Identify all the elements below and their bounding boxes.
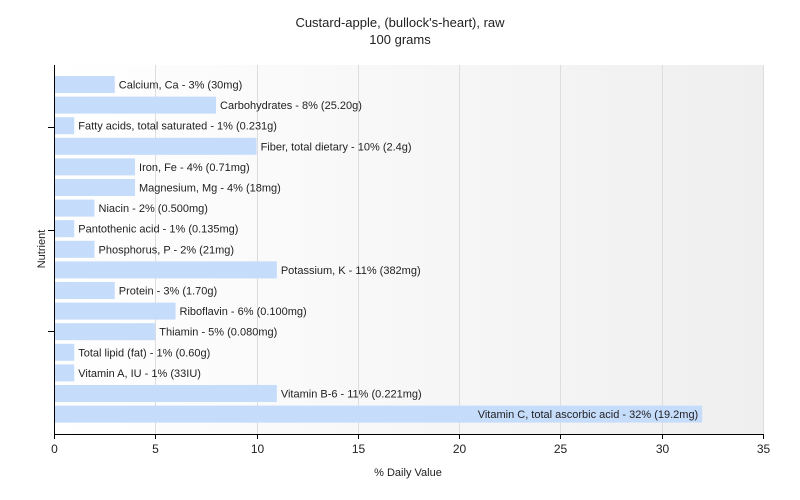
x-tick-label-5: 25	[554, 442, 568, 456]
bar-label-13: Total lipid (fat) - 1% (0.60g)	[78, 347, 210, 359]
x-axis-title: % Daily Value	[374, 467, 442, 479]
bar-label-1: Carbohydrates - 8% (25.20g)	[220, 100, 362, 112]
bar-11	[55, 302, 176, 320]
bar-15	[55, 385, 277, 402]
x-tick-label-1: 5	[152, 442, 159, 456]
bar-label-2: Fatty acids, total saturated - 1% (0.231…	[78, 121, 277, 133]
x-tick-label-3: 15	[352, 442, 366, 456]
chart-title: Custard-apple, (bullock's-heart), raw	[295, 15, 505, 30]
x-tick-label-4: 20	[453, 442, 467, 456]
bar-label-6: Niacin - 2% (0.500mg)	[99, 203, 208, 215]
chart-subtitle: 100 grams	[369, 32, 431, 47]
bar-16	[55, 405, 703, 423]
plot-area	[54, 65, 763, 434]
bar-label-0: Calcium, Ca - 3% (30mg)	[119, 80, 242, 92]
bar-8	[55, 240, 95, 258]
x-tick-label-7: 35	[757, 442, 771, 456]
bar-label-15: Vitamin B-6 - 11% (0.221mg)	[281, 389, 422, 401]
bars	[55, 76, 703, 423]
x-tick-label-2: 10	[251, 442, 265, 456]
bar-12	[55, 323, 156, 341]
x-tick-label-6: 30	[656, 442, 670, 456]
bar-label-7: Pantothenic acid - 1% (0.135mg)	[78, 224, 238, 236]
bar-label-5: Magnesium, Mg - 4% (18mg)	[139, 183, 281, 195]
bar-label-3: Fiber, total dietary - 10% (2.4g)	[261, 141, 412, 153]
bar-label-9: Potassium, K - 11% (382mg)	[281, 265, 421, 277]
axes	[48, 65, 764, 435]
bar-label-4: Iron, Fe - 4% (0.71mg)	[139, 162, 250, 174]
bar-label-16: Vitamin C, total ascorbic acid - 32% (19…	[478, 409, 699, 421]
bar-5	[55, 179, 136, 196]
bar-13	[55, 343, 75, 361]
bar-labels: Calcium, Ca - 3% (30mg) Carbohydrates - 8…	[78, 80, 698, 422]
bar-label-14: Vitamin A, IU - 1% (33IU)	[78, 368, 201, 380]
bar-6	[55, 199, 95, 217]
bar-label-12: Thiamin - 5% (0.080mg)	[159, 327, 277, 339]
bar-2	[55, 117, 75, 135]
bar-label-8: Phosphorus, P - 2% (21mg)	[99, 244, 235, 256]
bar-9	[55, 261, 277, 279]
bar-3	[55, 137, 257, 155]
grid-lines	[155, 65, 764, 434]
x-tick-label-0: 0	[51, 442, 58, 456]
bar-1	[55, 96, 217, 114]
bar-14	[55, 364, 75, 382]
bar-10	[55, 282, 115, 299]
bar-4	[55, 158, 136, 176]
bar-label-10: Protein - 3% (1.70g)	[119, 286, 217, 298]
y-axis-title: Nutrient	[36, 230, 48, 269]
bar-label-11: Riboflavin - 6% (0.100mg)	[180, 306, 307, 318]
bar-7	[55, 220, 75, 238]
x-axis-ticks: 0 5 10 15 20 25 30 35	[51, 434, 770, 456]
bar-0	[55, 76, 115, 93]
